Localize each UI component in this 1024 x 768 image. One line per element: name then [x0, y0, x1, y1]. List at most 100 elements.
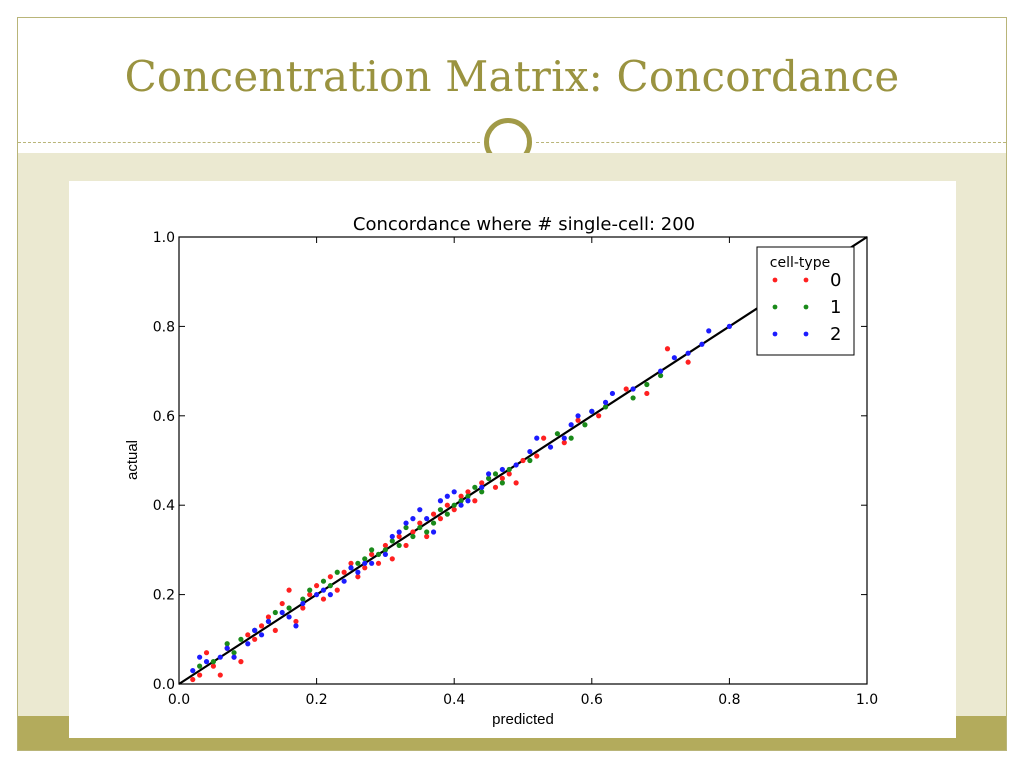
data-point — [430, 511, 437, 517]
data-point — [506, 471, 512, 477]
data-point — [224, 641, 230, 647]
legend-marker — [772, 304, 778, 310]
data-point — [258, 623, 265, 629]
data-point — [341, 569, 347, 575]
data-point — [527, 457, 533, 464]
data-point — [396, 542, 402, 549]
data-point — [644, 381, 650, 388]
data-point — [258, 632, 265, 638]
data-point — [486, 471, 492, 477]
data-point — [348, 565, 354, 571]
data-point — [444, 511, 450, 517]
data-point — [451, 507, 457, 513]
data-point — [706, 328, 712, 334]
data-point — [658, 372, 664, 379]
legend-marker — [803, 304, 809, 310]
data-point — [424, 516, 430, 522]
data-point — [224, 645, 230, 651]
data-point — [417, 520, 423, 526]
data-point — [472, 484, 478, 490]
data-point — [403, 524, 409, 531]
data-point — [479, 489, 485, 495]
data-point — [458, 502, 464, 508]
data-point — [320, 587, 327, 593]
data-point — [197, 654, 203, 660]
data-point — [293, 618, 299, 625]
x-axis-label: predicted — [492, 711, 554, 728]
legend-marker — [772, 277, 778, 283]
data-point — [602, 399, 609, 405]
x-tick-label: 1.0 — [856, 692, 878, 708]
data-point — [314, 583, 320, 589]
legend-marker — [803, 331, 809, 337]
data-point — [451, 502, 457, 508]
legend-box — [756, 246, 855, 356]
y-tick-label: 0.4 — [153, 498, 175, 514]
data-point — [375, 560, 382, 566]
data-point — [320, 578, 327, 584]
data-point — [465, 493, 471, 499]
data-point — [348, 560, 354, 566]
data-point — [403, 520, 409, 526]
data-point — [410, 529, 416, 535]
data-point — [231, 650, 237, 656]
data-point — [465, 489, 471, 495]
data-point — [190, 667, 196, 674]
data-point — [190, 676, 196, 683]
y-tick-label: 0.8 — [153, 319, 175, 335]
data-point — [486, 475, 492, 481]
data-point — [293, 623, 299, 629]
title-divider-right — [536, 142, 1006, 143]
legend-label: 2 — [830, 324, 841, 345]
data-point — [396, 533, 402, 540]
data-point — [424, 529, 430, 535]
data-point — [245, 641, 251, 647]
data-point — [417, 524, 423, 531]
x-tick-label: 0.4 — [443, 692, 465, 708]
data-point — [410, 516, 416, 522]
x-tick-label: 0.2 — [305, 692, 327, 708]
data-point — [389, 533, 395, 540]
data-point — [554, 431, 560, 437]
data-point — [664, 346, 671, 352]
data-point — [602, 404, 609, 410]
data-point — [430, 520, 437, 526]
legend-label: 0 — [830, 270, 841, 291]
data-point — [203, 659, 210, 665]
data-point — [623, 386, 629, 392]
data-point — [396, 529, 402, 535]
data-point — [568, 435, 574, 441]
data-point — [506, 466, 512, 473]
data-point — [203, 650, 210, 656]
data-point — [609, 390, 616, 397]
data-point — [479, 480, 485, 486]
data-point — [658, 368, 664, 374]
data-point — [499, 475, 505, 481]
data-point — [369, 551, 375, 557]
data-point — [334, 587, 340, 593]
data-point — [272, 627, 278, 633]
data-point — [369, 547, 375, 553]
data-point — [279, 600, 285, 607]
data-point — [437, 498, 444, 504]
data-point — [320, 596, 327, 602]
data-point — [534, 435, 540, 441]
data-point — [327, 583, 333, 589]
legend: cell-type 0 1 2 — [756, 246, 855, 356]
data-point — [726, 323, 733, 329]
data-point — [238, 659, 244, 665]
data-point — [520, 457, 526, 464]
x-tick-label: 0.6 — [581, 692, 603, 708]
data-point — [217, 654, 223, 660]
data-point — [252, 627, 258, 633]
legend-marker — [772, 331, 778, 337]
data-point — [630, 395, 636, 401]
y-tick-label: 0.6 — [153, 409, 175, 425]
scatter-chart: Concordance where # single-cell: 200 0.0… — [124, 214, 878, 728]
data-point — [286, 614, 292, 620]
data-point — [265, 618, 272, 625]
series-2 — [190, 323, 733, 674]
data-point — [245, 632, 251, 638]
data-point — [582, 422, 588, 428]
data-points — [190, 323, 733, 683]
